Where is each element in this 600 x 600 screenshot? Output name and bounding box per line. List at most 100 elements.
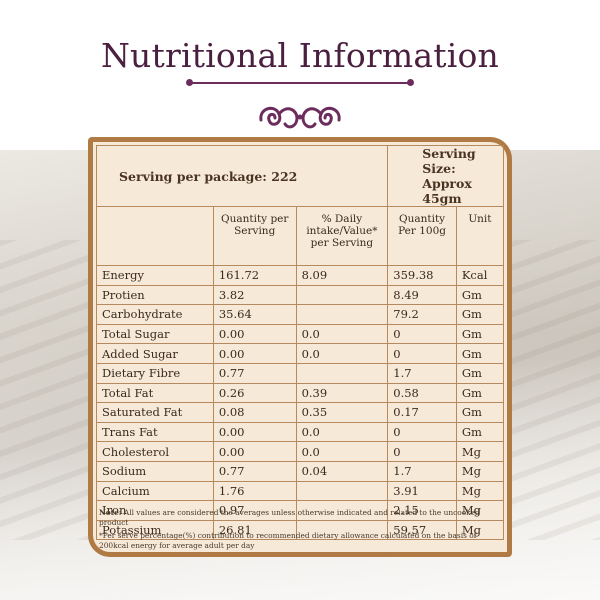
title-underline-dot-left bbox=[186, 79, 193, 86]
nutrient-name: Total Fat bbox=[96, 382, 214, 404]
table-row: Potassium 26.81 59.57 Mg bbox=[96, 519, 505, 541]
table-row: Sodium 0.77 0.04 1.7 Mg bbox=[96, 460, 505, 482]
nutrient-name: Protien bbox=[96, 284, 214, 306]
unit-value: Gm bbox=[455, 382, 505, 404]
per-serving-value: 26.81 bbox=[212, 519, 297, 541]
per-serving-value: 0.77 bbox=[212, 362, 297, 384]
nutrient-name: Iron bbox=[96, 500, 214, 521]
nutrient-name: Trans Fat bbox=[96, 421, 214, 443]
note-text: All values are considered the averages u… bbox=[99, 508, 480, 527]
per-100g-value: 0 bbox=[387, 323, 457, 345]
per-serving-value: 35.64 bbox=[212, 304, 297, 325]
note-label: Note: bbox=[99, 508, 122, 517]
header-qty-per-serving: Quantity per Serving bbox=[212, 206, 297, 266]
table-row: Added Sugar 0.00 0.0 0 Gm bbox=[96, 343, 505, 364]
daily-intake-value bbox=[295, 519, 389, 541]
table-row: Saturated Fat 0.08 0.35 0.17 Gm bbox=[96, 402, 505, 423]
daily-intake-value: 0.0 bbox=[295, 323, 389, 345]
unit-value: Mg bbox=[455, 460, 505, 482]
nutrition-table: Serving per package: 222 Serving Size: A… bbox=[95, 145, 505, 541]
unit-value: Gm bbox=[455, 343, 505, 364]
header-qty-per-100g: Quantity Per 100g bbox=[387, 206, 457, 266]
per-100g-value: 2.15 bbox=[387, 500, 457, 521]
per-serving-value: 0.00 bbox=[212, 343, 297, 364]
per-100g-value: 1.7 bbox=[387, 460, 457, 482]
daily-intake-value: 0.04 bbox=[295, 460, 389, 482]
floral-swirl-icon bbox=[259, 106, 341, 129]
nutrient-name: Carbohydrate bbox=[96, 304, 214, 325]
per-100g-value: 0.17 bbox=[387, 402, 457, 423]
header-daily-intake: % Daily intake/Value* per Serving bbox=[295, 206, 389, 266]
unit-value: Gm bbox=[455, 421, 505, 443]
daily-intake-value bbox=[295, 480, 389, 502]
nutrient-name: Potassium bbox=[96, 519, 214, 541]
unit-value: Gm bbox=[455, 323, 505, 345]
column-header-row: Quantity per Serving % Daily intake/Valu… bbox=[96, 206, 505, 266]
nutrient-name: Added Sugar bbox=[96, 343, 214, 364]
header-nutrient bbox=[96, 206, 214, 266]
daily-intake-value: 0.0 bbox=[295, 343, 389, 364]
table-row: Energy 161.72 8.09 359.38 Kcal bbox=[96, 265, 505, 286]
table-row: Total Sugar 0.00 0.0 0 Gm bbox=[96, 323, 505, 345]
daily-intake-value: 0.39 bbox=[295, 382, 389, 404]
table-row: Iron 0.97 2.15 Mg bbox=[96, 500, 505, 521]
per-serving-value: 0.00 bbox=[212, 421, 297, 443]
daily-intake-value bbox=[295, 304, 389, 325]
daily-intake-value bbox=[295, 284, 389, 306]
per-serving-value: 1.76 bbox=[212, 480, 297, 502]
serving-per-package: Serving per package: 222 bbox=[95, 145, 389, 207]
per-100g-value: 1.7 bbox=[387, 362, 457, 384]
per-serving-value: 0.00 bbox=[212, 323, 297, 345]
nutrient-name: Cholesterol bbox=[96, 441, 214, 462]
table-row: Carbohydrate 35.64 79.2 Gm bbox=[96, 304, 505, 325]
table-row: Total Fat 0.26 0.39 0.58 Gm bbox=[96, 382, 505, 404]
table-row: Cholesterol 0.00 0.0 0 Mg bbox=[96, 441, 505, 462]
per-serving-value: 161.72 bbox=[212, 265, 297, 286]
nutrition-card: Serving per package: 222 Serving Size: A… bbox=[88, 137, 512, 557]
per-100g-value: 0 bbox=[387, 441, 457, 462]
header-unit: Unit bbox=[455, 206, 505, 266]
daily-intake-value: 0.0 bbox=[295, 441, 389, 462]
note: Note: All values are considered the aver… bbox=[99, 508, 503, 528]
unit-value: Gm bbox=[455, 304, 505, 325]
table-row: Trans Fat 0.00 0.0 0 Gm bbox=[96, 421, 505, 443]
per-100g-value: 0 bbox=[387, 343, 457, 364]
unit-value: Mg bbox=[455, 519, 505, 541]
notes: Note: All values are considered the aver… bbox=[99, 508, 503, 554]
unit-value: Mg bbox=[455, 441, 505, 462]
page-title: Nutritional Information bbox=[100, 36, 500, 75]
daily-intake-value: 8.09 bbox=[295, 265, 389, 286]
per-serving-value: 0.26 bbox=[212, 382, 297, 404]
nutrient-name: Energy bbox=[96, 265, 214, 286]
unit-value: Kcal bbox=[455, 265, 505, 286]
unit-value: Mg bbox=[455, 480, 505, 502]
title-underline-dot-right bbox=[407, 79, 414, 86]
daily-intake-value bbox=[295, 362, 389, 384]
per-100g-value: 79.2 bbox=[387, 304, 457, 325]
table-row: Calcium 1.76 3.91 Mg bbox=[96, 480, 505, 502]
per-serving-value: 0.77 bbox=[212, 460, 297, 482]
per-100g-value: 0.58 bbox=[387, 382, 457, 404]
daily-intake-value: 0.0 bbox=[295, 421, 389, 443]
per-100g-value: 8.49 bbox=[387, 284, 457, 306]
unit-value: Gm bbox=[455, 402, 505, 423]
per-100g-value: 359.38 bbox=[387, 265, 457, 286]
nutrient-name: Sodium bbox=[96, 460, 214, 482]
daily-intake-value: 0.35 bbox=[295, 402, 389, 423]
nutrient-name: Total Sugar bbox=[96, 323, 214, 345]
per-serving-value: 0.00 bbox=[212, 441, 297, 462]
serving-size: Serving Size: Approx 45gm bbox=[387, 145, 504, 207]
unit-value: Gm bbox=[455, 284, 505, 306]
table-row: Protien 3.82 8.49 Gm bbox=[96, 284, 505, 306]
footnote: *Per serve percentage(%) contribution to… bbox=[99, 531, 477, 550]
title-underline bbox=[190, 82, 410, 84]
table-row: Dietary Fibre 0.77 1.7 Gm bbox=[96, 362, 505, 384]
nutrient-name: Dietary Fibre bbox=[96, 362, 214, 384]
nutrient-name: Saturated Fat bbox=[96, 402, 214, 423]
unit-value: Gm bbox=[455, 362, 505, 384]
per-100g-value: 3.91 bbox=[387, 480, 457, 502]
per-serving-value: 3.82 bbox=[212, 284, 297, 306]
serving-info-row: Serving per package: 222 Serving Size: A… bbox=[95, 145, 504, 207]
per-serving-value: 0.08 bbox=[212, 402, 297, 423]
nutrient-name: Calcium bbox=[96, 480, 214, 502]
